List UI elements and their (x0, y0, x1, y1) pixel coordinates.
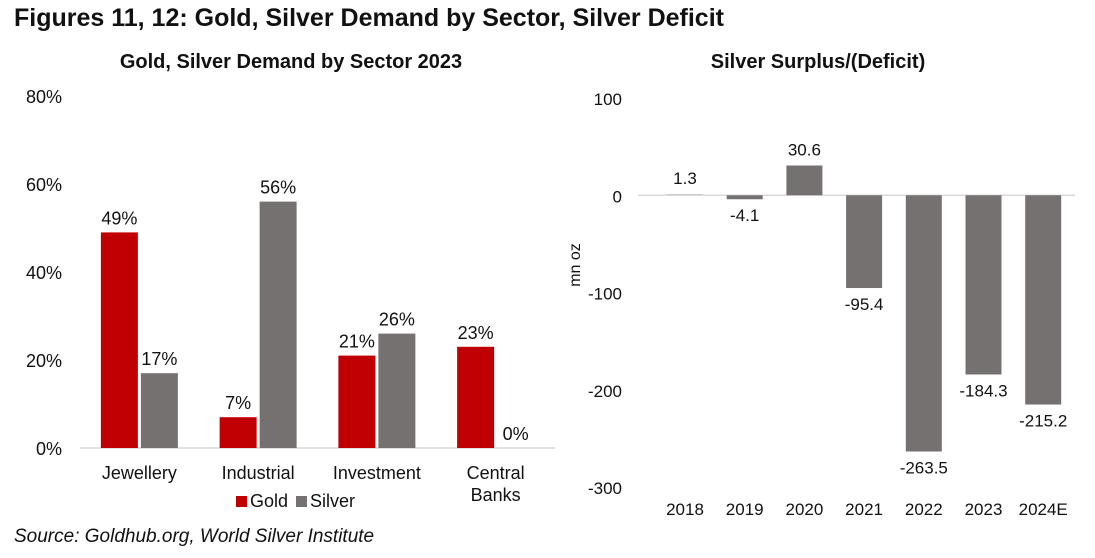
bar-2020 (786, 165, 823, 196)
figure-title: Figures 11, 12: Gold, Silver Demand by S… (14, 4, 724, 32)
source-note: Source: Goldhub.org, World Silver Instit… (14, 526, 375, 547)
legend-swatch-silver (296, 496, 307, 507)
data-label: 30.6 (788, 140, 821, 159)
data-label: 56% (260, 178, 296, 198)
chart2-x-tick-label: 2023 (965, 500, 1003, 519)
chart2-x-tick-label: 2021 (845, 500, 883, 519)
data-label: 21% (339, 332, 375, 352)
chart1-x-tick-label: Central (467, 463, 525, 483)
chart1-y-tick-label: 80% (26, 87, 62, 107)
chart2-y-tick-label: 100 (594, 90, 622, 109)
chart2-y-axis-label: mn oz (567, 243, 584, 287)
chart2-x-tick-label: 2018 (666, 500, 704, 519)
bar-silver-investment (378, 333, 416, 448)
chart1-x-tick-label: Jewellery (102, 463, 177, 483)
chart1-y-tick-label: 20% (26, 351, 62, 371)
bar-2019 (726, 195, 763, 200)
data-label: 26% (379, 310, 415, 330)
chart1-title: Gold, Silver Demand by Sector 2023 (120, 51, 462, 73)
chart2-x-tick-label: 2019 (726, 500, 764, 519)
chart1-y-tick-label: 60% (26, 175, 62, 195)
chart2-x-tick-label: 2024E (1019, 500, 1068, 519)
bar-gold-investment (338, 355, 376, 448)
chart1-y-tick-label: 0% (36, 439, 62, 459)
bar-gold-industrial (219, 417, 257, 448)
chart2-title: Silver Surplus/(Deficit) (711, 51, 926, 73)
chart2-y-tick-label: 0 (613, 187, 622, 206)
chart1-x-tick-label: Industrial (222, 463, 295, 483)
chart2-x-tick-label: 2022 (905, 500, 943, 519)
data-label: -184.3 (959, 381, 1007, 400)
chart1-x-tick-label: Investment (333, 463, 421, 483)
data-label: 0% (503, 424, 529, 444)
bar-silver-industrial (259, 201, 297, 448)
legend-label-gold: Gold (250, 491, 288, 511)
chart1-x-tick-label: Banks (471, 485, 521, 505)
data-label: -95.4 (845, 295, 884, 314)
legend-swatch-gold (236, 496, 247, 507)
data-label: -215.2 (1019, 412, 1067, 431)
bar-gold-jewellery (100, 232, 138, 448)
data-label: -263.5 (900, 459, 948, 478)
chart2-y-tick-label: -100 (588, 285, 622, 304)
chart1-y-tick-label: 40% (26, 263, 62, 283)
bar-2021 (846, 195, 883, 289)
chart2-y-tick-label: -200 (588, 382, 622, 401)
bar-2023 (965, 195, 1002, 375)
sector-demand-chart: Gold, Silver Demand by Sector 2023 0% 20%… (26, 51, 555, 511)
data-label: 7% (225, 393, 251, 413)
chart2-x-tick-label: 2020 (785, 500, 823, 519)
chart2-y-tick-label: -300 (588, 479, 622, 498)
data-label: -4.1 (730, 206, 759, 225)
data-label: 49% (101, 208, 137, 228)
bar-2024e (1025, 195, 1062, 405)
bar-2018 (667, 193, 703, 196)
bar-gold-central-banks (457, 346, 495, 448)
bar-2022 (905, 195, 942, 452)
bar-silver-jewellery (140, 373, 178, 448)
legend-label-silver: Silver (310, 491, 355, 511)
data-label: 17% (141, 349, 177, 369)
data-label: 1.3 (673, 169, 697, 188)
data-label: 23% (458, 323, 494, 343)
